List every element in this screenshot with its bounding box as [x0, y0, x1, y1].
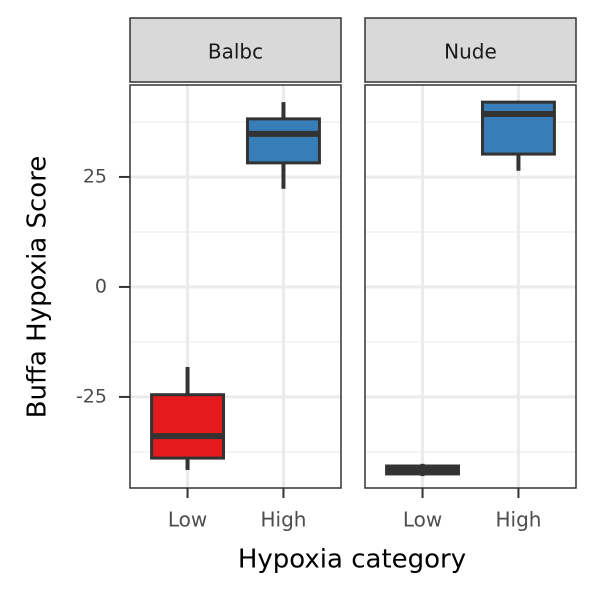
y-tick-label: 25 — [83, 165, 107, 187]
y-axis-title: Buffa Hypoxia Score — [23, 156, 53, 419]
facet-strip — [129, 17, 342, 83]
x-tick-label: High — [495, 508, 541, 532]
facet-strip — [364, 17, 577, 83]
y-tick-label: -25 — [76, 385, 107, 407]
x-tick-label: Low — [403, 508, 442, 532]
facet-title: Balbc — [208, 40, 263, 64]
x-tick-label: Low — [168, 508, 207, 532]
y-tick-label: 0 — [95, 275, 107, 297]
x-axis-title: Hypoxia category — [238, 545, 466, 575]
facet-title: Nude — [444, 40, 497, 64]
box — [480, 100, 556, 156]
box — [150, 393, 226, 460]
box — [245, 117, 321, 165]
panel-border — [129, 84, 342, 489]
panel-border — [364, 84, 577, 489]
x-tick-label: High — [260, 508, 306, 532]
